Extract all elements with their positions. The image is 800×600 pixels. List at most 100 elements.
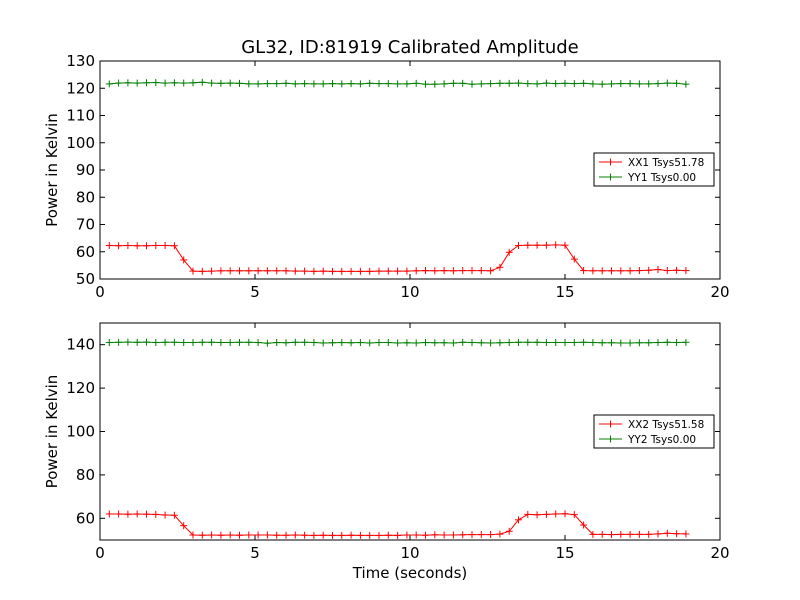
- bottom-data-point: [496, 339, 504, 347]
- bottom-data-point: [608, 339, 615, 347]
- top-data-point: [347, 80, 355, 88]
- top-y-axis-label: Power in Kelvin: [43, 113, 61, 227]
- top-y-tick-label: 80: [76, 188, 95, 206]
- bottom-x-axis-label: Time (seconds): [352, 564, 468, 582]
- bottom-data-point: [356, 531, 364, 539]
- bottom-data-point: [505, 527, 513, 535]
- bottom-data-point: [440, 339, 448, 347]
- top-data-point: [431, 80, 439, 88]
- top-data-point: [236, 267, 243, 275]
- bottom-data-point: [282, 339, 290, 347]
- top-data-point: [226, 267, 234, 275]
- top-data-point: [291, 80, 299, 88]
- top-data-point: [236, 79, 243, 87]
- bottom-panel: Power in Kelvin Time (seconds) 0 5 10 15 20 6…: [43, 322, 730, 582]
- bottom-data-point: [189, 339, 197, 347]
- bottom-x-tick-label: 20: [710, 544, 729, 562]
- bottom-data-point: [161, 338, 169, 346]
- bottom-data-point: [152, 510, 160, 518]
- bottom-data-point: [301, 338, 309, 346]
- bottom-data-point: [208, 531, 216, 539]
- top-data-point: [347, 267, 355, 275]
- top-data-point: [626, 80, 634, 88]
- top-data-point: [217, 79, 225, 87]
- bottom-data-point: [468, 339, 476, 347]
- bottom-data-point: [580, 521, 588, 529]
- bottom-data-point: [533, 338, 541, 346]
- top-data-point: [319, 267, 327, 275]
- bottom-data-point: [133, 338, 141, 346]
- bottom-data-point: [570, 339, 578, 347]
- top-data-point: [226, 79, 234, 87]
- top-data-point: [589, 80, 597, 88]
- top-data-point: [617, 80, 625, 88]
- bottom-data-point: [533, 511, 541, 519]
- bottom-data-point: [589, 530, 597, 538]
- top-data-point: [645, 266, 653, 274]
- bottom-data-point: [254, 339, 262, 347]
- bottom-y-tick-label: 140: [66, 336, 95, 354]
- top-data-point: [217, 267, 225, 275]
- bottom-data-point: [133, 510, 141, 518]
- top-data-point: [635, 267, 643, 275]
- top-data-point: [422, 267, 429, 275]
- bottom-data-point: [105, 339, 113, 347]
- bottom-data-point: [524, 510, 532, 518]
- top-series-group: [105, 78, 690, 275]
- bottom-data-point: [366, 339, 374, 347]
- bottom-data-point: [589, 339, 597, 347]
- bottom-data-point: [217, 531, 225, 539]
- top-data-point: [384, 267, 392, 275]
- bottom-data-point: [161, 511, 169, 519]
- bottom-y-tick-label: 60: [76, 509, 95, 527]
- bottom-data-point: [635, 530, 643, 538]
- bottom-y-axis-label: Power in Kelvin: [43, 375, 61, 489]
- top-data-point: [356, 267, 364, 275]
- top-data-point: [301, 267, 309, 275]
- bottom-data-point: [319, 531, 327, 539]
- top-data-point: [515, 79, 522, 87]
- bottom-data-point: [198, 338, 206, 346]
- top-y-tick-label: 100: [66, 134, 95, 152]
- top-data-point: [617, 267, 625, 275]
- top-data-point: [608, 80, 615, 88]
- top-data-point: [598, 80, 606, 88]
- bottom-data-point: [487, 339, 495, 347]
- bottom-data-point: [115, 338, 123, 346]
- top-data-point: [394, 80, 402, 88]
- top-data-point: [496, 263, 504, 271]
- top-data-point: [245, 267, 253, 275]
- bottom-data-point: [422, 531, 429, 539]
- top-data-point: [477, 80, 485, 88]
- top-data-point: [161, 79, 169, 87]
- top-data-point: [542, 241, 550, 249]
- bottom-plot-frame: [99, 322, 721, 541]
- bottom-data-point: [282, 531, 290, 539]
- top-y-tick-label: 110: [66, 107, 95, 125]
- bottom-data-point: [180, 522, 188, 530]
- bottom-data-point: [236, 338, 243, 346]
- top-data-point: [654, 80, 662, 88]
- top-data-point: [170, 79, 178, 87]
- top-legend-item-1: XX1 Tsys51.78: [599, 157, 704, 169]
- bottom-data-point: [663, 338, 671, 346]
- top-data-point: [570, 80, 578, 88]
- bottom-legend-box: [593, 414, 715, 449]
- bottom-x-tick-label: 15: [555, 544, 574, 562]
- bottom-data-point: [477, 339, 485, 347]
- top-data-point: [449, 267, 457, 275]
- bottom-data-point: [189, 531, 197, 539]
- bottom-data-point: [459, 531, 467, 539]
- bottom-data-point: [431, 339, 439, 347]
- bottom-data-point: [124, 338, 132, 346]
- top-data-point: [524, 241, 532, 249]
- top-data-point: [189, 267, 197, 275]
- top-data-point: [254, 267, 262, 275]
- top-data-point: [282, 267, 290, 275]
- bottom-data-point: [338, 339, 346, 347]
- bottom-data-point: [431, 531, 439, 539]
- top-data-point: [310, 267, 318, 275]
- bottom-data-point: [384, 339, 392, 347]
- bottom-data-point: [617, 530, 625, 538]
- top-data-point: [189, 79, 197, 87]
